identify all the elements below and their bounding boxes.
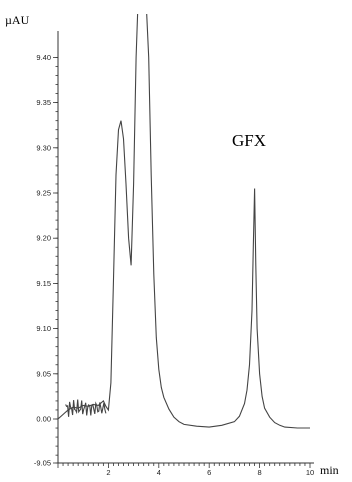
chromatogram-trace [58,14,310,429]
y-axis-unit-label: µAU [5,13,30,27]
y-tick-label: 9.25 [36,189,51,198]
x-axis-unit-label: min [320,463,339,477]
y-tick-label: 9.20 [36,234,51,243]
baseline-noise [65,399,107,417]
x-tick-label: 2 [106,468,110,477]
y-tick-label: 9.40 [36,53,51,62]
y-tick-label: 0.00 [36,415,51,424]
y-tick-label: 9.35 [36,98,51,107]
plot-area [58,14,310,429]
y-tick-label: 9.10 [36,324,51,333]
x-tick-label: 8 [258,468,262,477]
x-axis-ticks: 2 4 6 8 10 [57,463,314,477]
y-tick-label: 9.30 [36,143,51,152]
y-tick-label: 9.15 [36,279,51,288]
y-axis-ticks: -9.05 0.00 9.05 9.10 9.15 9.20 9.25 9.30 9.35 9.4… [34,53,58,468]
y-tick-label: -9.05 [34,459,51,468]
axes [57,31,314,464]
x-tick-label: 10 [306,468,314,477]
x-tick-label: 6 [207,468,211,477]
peak-annotation-gfx: GFX [232,131,266,150]
y-tick-label: 9.05 [36,369,51,378]
x-tick-label: 4 [157,468,161,477]
